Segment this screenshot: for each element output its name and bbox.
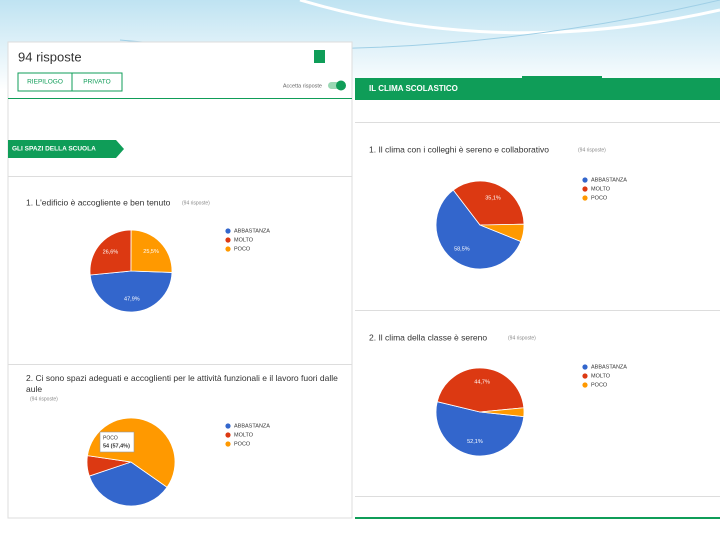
legend-label: POCO [234, 246, 251, 252]
question-title: 2. Il clima della classe è sereno [369, 332, 487, 342]
legend-label: POCO [591, 195, 608, 201]
legend-swatch [225, 246, 231, 252]
divider [355, 496, 720, 497]
pie-slice [435, 401, 525, 457]
response-count: (94 risposte) [508, 335, 536, 341]
divider [8, 364, 352, 365]
slice-label: 26,6% [103, 250, 119, 256]
legend-swatch [582, 177, 588, 183]
pie-slice [436, 367, 525, 413]
pie-slice [130, 229, 173, 273]
question-title: 1. Il clima con i colleghi è sereno e co… [369, 144, 549, 154]
pie-slice [435, 189, 522, 270]
swoosh [299, 0, 720, 35]
tooltip [99, 431, 135, 453]
section-title: GLI SPAZI DELLA SCUOLA [12, 146, 96, 153]
legend-label: ABBASTANZA [591, 364, 627, 370]
legend-swatch [582, 382, 588, 388]
toggle-knob[interactable] [336, 80, 346, 91]
tab[interactable] [71, 72, 123, 92]
slice-label: 25,5% [143, 249, 159, 255]
pie-slice [89, 229, 132, 276]
slice-label: 44,7% [474, 380, 490, 386]
divider [8, 176, 352, 177]
response-count: (94 risposte) [30, 396, 58, 402]
slice-label: 52,1% [467, 439, 483, 445]
legend-swatch [582, 364, 588, 370]
legend-label: MOLTO [591, 186, 611, 192]
section-title: IL CLIMA SCOLASTICO [369, 84, 458, 93]
slice-label: 58,5% [454, 246, 470, 252]
pie-slice [89, 270, 173, 313]
question-title: 1. L'edificio è accogliente e ben tenuto [26, 197, 171, 207]
section-banner [8, 140, 124, 158]
legend-label: MOLTO [591, 373, 611, 379]
legend-label: POCO [591, 382, 608, 388]
tooltip-category: POCO [103, 435, 118, 441]
divider [355, 122, 720, 123]
legend-label: MOLTO [234, 432, 254, 438]
pie-slice [452, 180, 525, 226]
divider [8, 98, 352, 99]
response-count: (94 risposte) [578, 147, 606, 153]
section-banner [355, 78, 720, 100]
legend-label: ABBASTANZA [234, 423, 270, 429]
legend-swatch [582, 186, 588, 192]
legend-label: ABBASTANZA [591, 177, 627, 183]
responses-header: 94 risposte [18, 49, 82, 64]
tooltip-value: 54 (57,4%) [103, 443, 130, 449]
divider [355, 310, 720, 311]
legend-swatch [225, 237, 231, 243]
slice-label: 35,1% [485, 196, 501, 202]
legend-swatch [225, 441, 231, 447]
tab-indicator [522, 76, 602, 78]
slice-label: 47,9% [124, 296, 140, 302]
legend-label: ABBASTANZA [234, 228, 270, 234]
legend-swatch [582, 195, 588, 201]
tab-label[interactable]: RIEPILOGO [27, 79, 63, 86]
left-panel [7, 41, 353, 519]
pie-slice [479, 223, 525, 243]
legend-label: MOLTO [234, 237, 254, 243]
question-title-line: aule [26, 384, 42, 394]
sheets-icon[interactable] [314, 50, 325, 63]
right-panel [355, 80, 720, 520]
footer-line [355, 517, 720, 519]
legend-label: POCO [234, 441, 251, 447]
legend-swatch [225, 228, 231, 234]
pie-slice [88, 461, 168, 507]
response-count: (94 risposte) [182, 200, 210, 206]
legend-swatch [225, 423, 231, 429]
question-title-line: 2. Ci sono spazi adeguati e accoglienti … [26, 373, 338, 383]
tab-label[interactable]: PRIVATO [83, 79, 110, 86]
pie-slice [479, 407, 525, 418]
question-title: 2. Ci sono spazi adeguati e accoglienti … [26, 373, 338, 394]
legend-swatch [582, 373, 588, 379]
accept-label: Accetta risposte [283, 83, 322, 89]
legend-swatch [225, 432, 231, 438]
